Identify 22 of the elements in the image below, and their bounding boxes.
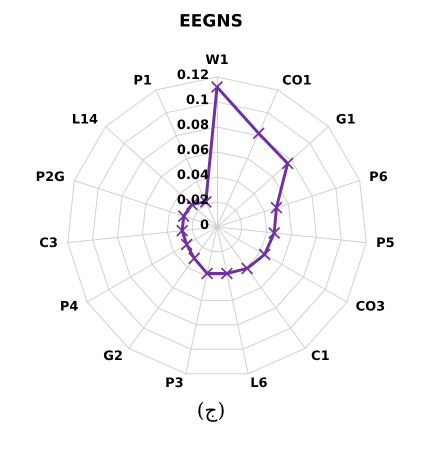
spoke-label: C3 [39,236,58,252]
spoke-label: C1 [311,348,330,364]
y-tick-label: 0.06 [176,143,209,158]
spoke-label: P5 [376,236,395,252]
spoke-label: L6 [250,376,268,392]
spoke-label: G1 [336,112,356,128]
spoke-label: G2 [103,348,123,364]
y-tick-label: 0.12 [176,68,209,83]
spoke-label: W1 [205,53,229,68]
y-tick-label: 0 [200,218,209,233]
chart-title: EEGNS [179,12,243,32]
spoke-label: CO3 [356,300,386,314]
spoke-label: P1 [133,73,152,88]
spoke-label: P2G [36,170,65,186]
y-tick-label: 0.1 [186,93,209,108]
y-tick-label: 0.08 [176,118,209,133]
text: (ج) [196,398,226,422]
spoke-label: P3 [165,376,184,392]
spoke-label: P6 [369,170,388,186]
spoke-label: L14 [72,112,98,128]
spoke-label: P4 [60,300,78,314]
spoke-label: CO1 [282,73,312,88]
